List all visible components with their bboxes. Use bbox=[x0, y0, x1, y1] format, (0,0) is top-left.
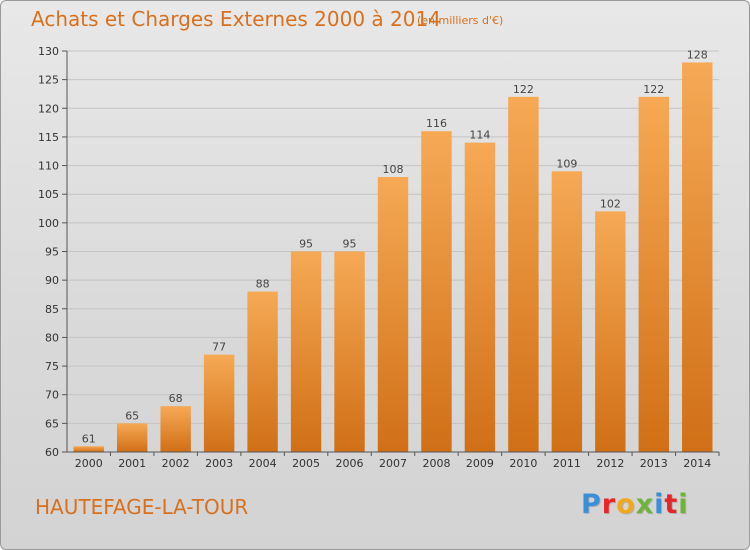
bar-2008 bbox=[421, 131, 452, 452]
bar-2001 bbox=[116, 423, 148, 452]
logo-letter: i bbox=[654, 489, 665, 520]
bar-2014 bbox=[682, 62, 713, 452]
bar-2005 bbox=[290, 251, 322, 452]
y-tick-label: 75 bbox=[45, 360, 59, 373]
bar-2013 bbox=[638, 96, 670, 452]
value-label: 116 bbox=[426, 117, 447, 130]
value-label: 122 bbox=[643, 83, 664, 96]
value-label: 88 bbox=[256, 278, 270, 291]
y-tick-labels: 60 65 70 75 80 85 90 95 100 105 110 115 120 125 130 bbox=[38, 45, 59, 459]
x-tick-label: 2008 bbox=[422, 457, 450, 470]
bar-2006 bbox=[334, 251, 365, 452]
bar-2003 bbox=[203, 354, 235, 452]
bar-2007 bbox=[377, 177, 409, 452]
value-label: 128 bbox=[687, 48, 708, 61]
x-tick-label: 2004 bbox=[249, 457, 277, 470]
bar-2004 bbox=[247, 291, 278, 452]
value-labels: 61 65 68 77 88 95 95 108 116 114 122 109 102 122 128 bbox=[82, 48, 708, 445]
x-tick-label: 2013 bbox=[640, 457, 668, 470]
value-label: 109 bbox=[556, 157, 577, 170]
chart-unit: (en milliers d'€) bbox=[417, 14, 504, 27]
x-tick-label: 2006 bbox=[336, 457, 364, 470]
y-tick-label: 70 bbox=[45, 389, 59, 402]
y-tick-label: 120 bbox=[38, 102, 59, 115]
y-tick-label: 80 bbox=[45, 331, 59, 344]
x-tick-labels: 2000 2001 2002 2003 2004 2005 2006 2007 2008 2009… bbox=[75, 457, 712, 470]
x-tick-label: 2009 bbox=[466, 457, 494, 470]
y-tick-label: 110 bbox=[38, 160, 59, 173]
logo-letter: x bbox=[635, 489, 655, 520]
axes bbox=[62, 50, 720, 456]
y-tick-label: 100 bbox=[38, 217, 59, 230]
y-tick-label: 65 bbox=[45, 417, 59, 430]
bar-2002 bbox=[160, 406, 191, 452]
x-tick-label: 2002 bbox=[162, 457, 190, 470]
x-tick-label: 2003 bbox=[205, 457, 233, 470]
y-tick-label: 90 bbox=[45, 274, 59, 287]
logo-letter: o bbox=[616, 489, 636, 520]
y-tick-label: 95 bbox=[45, 246, 59, 259]
y-tick-label: 130 bbox=[38, 45, 59, 58]
y-tick-label: 125 bbox=[38, 74, 59, 87]
x-tick-label: 2007 bbox=[379, 457, 407, 470]
bar-2010 bbox=[508, 96, 539, 452]
value-label: 77 bbox=[212, 341, 226, 354]
y-tick-label: 60 bbox=[45, 446, 59, 459]
value-label: 95 bbox=[299, 238, 313, 251]
x-tick-label: 2005 bbox=[292, 457, 320, 470]
bar-2011 bbox=[551, 171, 583, 453]
x-tick-label: 2001 bbox=[118, 457, 146, 470]
logo-letter: t bbox=[664, 489, 679, 520]
value-label: 95 bbox=[343, 238, 357, 251]
value-label: 102 bbox=[600, 197, 621, 210]
x-tick-label: 2014 bbox=[683, 457, 711, 470]
x-tick-label: 2012 bbox=[596, 457, 624, 470]
y-tick-label: 105 bbox=[38, 188, 59, 201]
y-tick-label: 85 bbox=[45, 303, 59, 316]
x-tick-label: 2011 bbox=[553, 457, 581, 470]
value-label: 122 bbox=[513, 83, 534, 96]
x-tick-label: 2000 bbox=[75, 457, 103, 470]
chart-title: Achats et Charges Externes 2000 à 2014 bbox=[31, 7, 441, 31]
y-tick-label: 115 bbox=[38, 131, 59, 144]
value-label: 61 bbox=[82, 432, 96, 445]
bars bbox=[73, 62, 713, 453]
bar-2000 bbox=[73, 446, 104, 452]
value-label: 114 bbox=[469, 129, 490, 142]
value-label: 108 bbox=[383, 163, 404, 176]
logo-letter: r bbox=[601, 489, 617, 520]
bar-2009 bbox=[464, 142, 496, 452]
bar-2012 bbox=[595, 211, 626, 452]
value-label: 65 bbox=[125, 409, 139, 422]
logo-letter: i bbox=[678, 489, 689, 520]
value-label: 68 bbox=[169, 392, 183, 405]
logo-letter: P bbox=[581, 489, 602, 520]
city-name: HAUTEFAGE-LA-TOUR bbox=[35, 495, 249, 519]
x-tick-label: 2010 bbox=[509, 457, 537, 470]
proxiti-logo[interactable]: Proxiti bbox=[581, 489, 689, 520]
